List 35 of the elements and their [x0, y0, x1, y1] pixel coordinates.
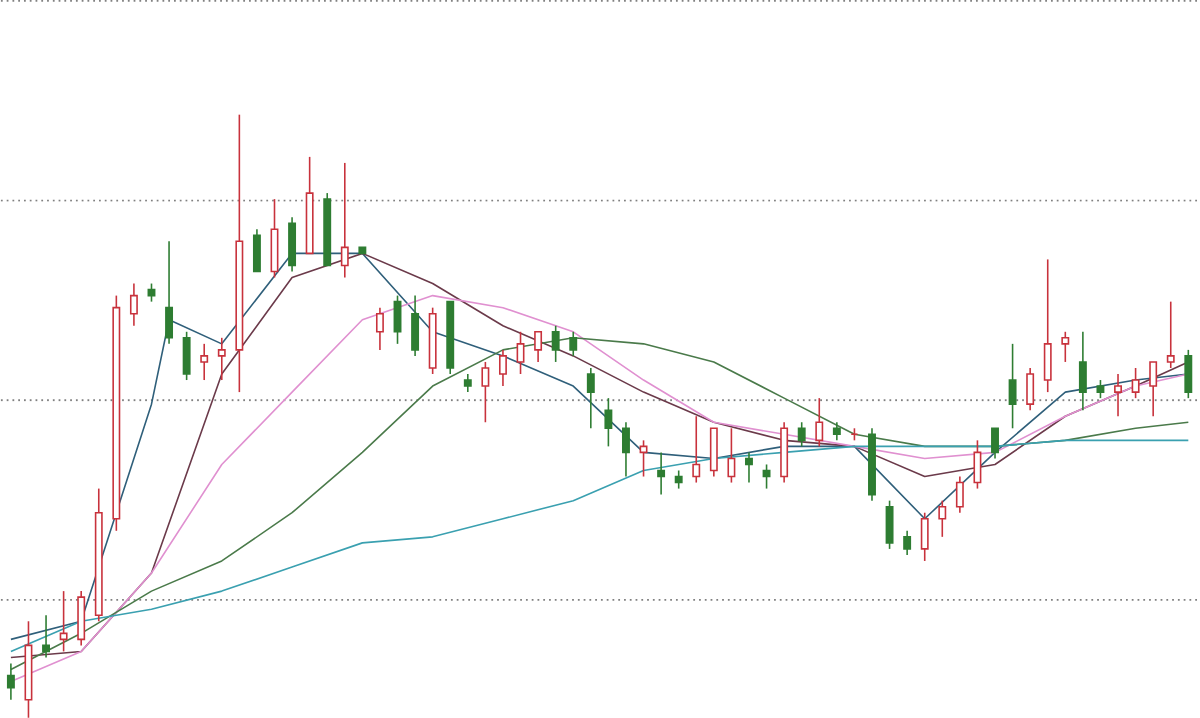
candlestick: [77, 590, 86, 646]
candlestick: [622, 421, 630, 478]
candlestick: [938, 499, 947, 538]
candlestick: [375, 306, 384, 351]
candlestick: [235, 113, 244, 393]
candlestick: [1043, 258, 1052, 393]
candlestick: [6, 662, 15, 701]
candlestick: [463, 372, 472, 393]
candlestick: [1166, 300, 1175, 369]
candlestick: [868, 427, 876, 502]
candlestick: [217, 336, 226, 381]
candlestick: [200, 342, 209, 381]
candlestick: [586, 366, 595, 429]
candlestick: [920, 511, 929, 562]
candlestick: [288, 216, 297, 272]
candlestick: [498, 348, 507, 387]
candlestick: [411, 294, 420, 357]
candlestick: [165, 240, 174, 345]
candlestick: [129, 282, 138, 327]
candlestick: [569, 330, 578, 357]
candlestick: [94, 487, 103, 622]
candlestick: [1026, 366, 1035, 411]
candlestick: [745, 451, 753, 484]
candlestick: [42, 614, 51, 658]
candlestick: [1078, 330, 1087, 411]
candlestick: [692, 415, 701, 484]
candlestick: [815, 397, 824, 447]
candlestick: [657, 451, 666, 496]
candlestick: [1114, 372, 1122, 417]
candlestick: [340, 161, 349, 279]
candlestick: [955, 475, 964, 514]
candlestick: [780, 421, 789, 484]
candlestick: [903, 529, 912, 556]
candlestick: [832, 421, 841, 441]
candlestick: [1008, 342, 1017, 429]
